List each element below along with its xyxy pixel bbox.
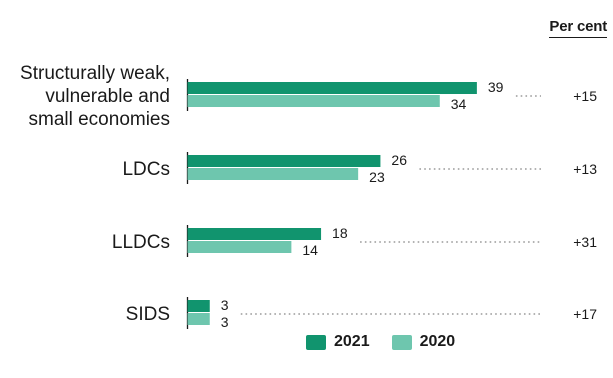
value-label-2020: 34: [451, 96, 467, 112]
category-label: vulnerable and: [45, 86, 170, 107]
change-label: +13: [573, 161, 597, 177]
legend-swatch-2020: [391, 334, 412, 350]
legend: 2021 2020: [306, 333, 455, 351]
bar-2020: [187, 168, 359, 180]
bar-2020: [187, 313, 210, 325]
category-label: LDCs: [122, 159, 170, 180]
value-label-2021: 18: [332, 225, 348, 241]
unit-label: Per cent: [549, 18, 607, 38]
bar-2021: [187, 228, 322, 240]
bar-2020: [187, 95, 440, 107]
bar-2020: [187, 241, 292, 253]
legend-label-2020: 2020: [419, 333, 456, 350]
legend-swatch-2021: [306, 334, 326, 350]
category-label: SIDS: [126, 304, 170, 325]
change-label: +31: [573, 234, 597, 250]
bar-2021: [187, 155, 381, 167]
bar-2021: [187, 82, 477, 94]
change-label: +17: [573, 306, 597, 322]
category-label: LLDCs: [112, 232, 170, 253]
value-label-2020: 23: [369, 169, 385, 185]
value-label-2021: 39: [488, 79, 504, 95]
legend-item-2020: 2020: [391, 333, 456, 351]
legend-item-2021: 2021: [306, 333, 370, 351]
value-label-2021: 26: [391, 152, 407, 168]
value-label-2020: 14: [302, 242, 318, 258]
category-label: Structurally weak,: [20, 63, 170, 84]
category-label: small economies: [29, 109, 171, 130]
value-label-2021: 3: [221, 297, 229, 313]
value-label-2020: 3: [221, 314, 229, 330]
change-label: +15: [573, 88, 597, 104]
legend-label-2021: 2021: [334, 333, 370, 350]
bar-2021: [187, 300, 210, 312]
